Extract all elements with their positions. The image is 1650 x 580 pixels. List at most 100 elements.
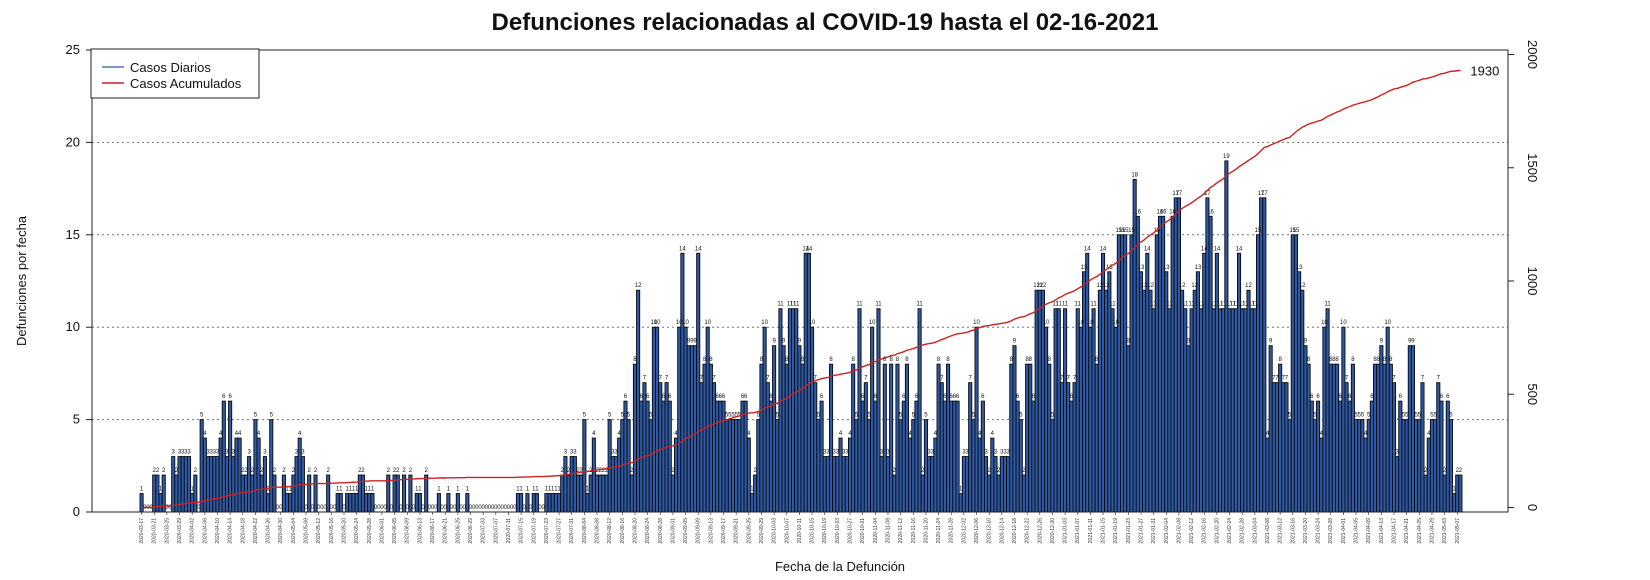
bar: [743, 400, 748, 513]
bar-label: 7: [1285, 376, 1289, 382]
bar: [1173, 197, 1178, 513]
bar-label: 5: [649, 413, 653, 419]
bar-label: 4: [203, 431, 207, 437]
x-tick-label: 2020-06-25: [455, 518, 461, 544]
bar-label: 11: [1220, 302, 1227, 308]
bar: [1110, 308, 1115, 513]
bar-label: 2: [1022, 468, 1026, 474]
bar: [784, 363, 789, 513]
bar-label: 6: [1016, 394, 1020, 400]
bar: [1372, 363, 1378, 513]
bar-label: 0: [450, 505, 454, 511]
bar-label: 0: [444, 505, 448, 511]
bar-label: 18: [1131, 172, 1138, 178]
x-tick-label: 2021-03-20: [1303, 518, 1309, 544]
bar-label: 3: [570, 450, 574, 456]
bar-label: 1: [548, 487, 552, 493]
bar-label: 9: [1304, 339, 1308, 345]
bar-label: 9: [1411, 339, 1415, 345]
bar: [1382, 363, 1387, 513]
bar-label: 2: [327, 468, 331, 474]
bar-label: 13: [1081, 265, 1088, 271]
bar-label: 8: [709, 357, 713, 363]
bar: [772, 345, 777, 513]
bar-label: 19: [1223, 154, 1230, 160]
bar-label: 11: [1188, 302, 1195, 308]
bar-label: 8: [1383, 357, 1387, 363]
bar-label: 5: [731, 413, 735, 419]
bar: [1018, 419, 1023, 513]
x-tick-label: 2021-04-13: [1379, 518, 1385, 544]
x-tick-label: 2021-02-08: [1176, 518, 1182, 544]
bar-label: 0: [475, 505, 479, 511]
y2-tick-label: 2000: [1525, 40, 1540, 69]
bar-label: 1: [456, 487, 460, 493]
bar-label: 16: [1157, 209, 1164, 215]
bar-label: 0: [469, 505, 473, 511]
bar: [1028, 363, 1033, 513]
bar-label: 1: [266, 487, 270, 493]
bar: [930, 456, 935, 513]
x-tick-label: 2021-01-27: [1138, 518, 1144, 544]
bar-label: 5: [1449, 413, 1453, 419]
bar-label: 2: [260, 468, 264, 474]
bar: [734, 419, 739, 513]
bar-label: 0: [478, 505, 482, 511]
bar-label: 4: [674, 431, 678, 437]
bar: [1297, 271, 1302, 513]
bar: [1433, 419, 1438, 513]
x-tick-label: 2021-05-07: [1455, 518, 1461, 544]
bar-label: 2: [997, 468, 1001, 474]
bar: [661, 400, 666, 513]
x-tick-label: 2020-03-29: [177, 518, 183, 544]
bar: [1066, 382, 1071, 513]
bar-label: 2: [387, 468, 391, 474]
bar: [1123, 234, 1128, 513]
bar: [1420, 382, 1425, 513]
bar-label: 2: [753, 468, 757, 474]
bar: [1107, 271, 1112, 513]
bar-label: 3: [301, 450, 305, 456]
chart-legend: Casos Diarios Casos Acumulados: [90, 48, 260, 99]
bar: [797, 345, 802, 513]
x-tick-label: 2020-09-21: [734, 518, 740, 544]
bar-label: 3: [247, 450, 251, 456]
bar-label: 0: [333, 505, 337, 511]
bar: [1227, 308, 1232, 513]
bar-label: 1: [557, 487, 561, 493]
bar: [250, 474, 255, 513]
y-axis-label: Defunciones por fecha: [14, 215, 29, 346]
bar-label: 7: [864, 376, 868, 382]
bar-label: 2: [308, 468, 312, 474]
bar: [1094, 363, 1099, 513]
bar-label: 5: [972, 413, 976, 419]
bar: [269, 419, 274, 513]
bar-label: 4: [1320, 431, 1324, 437]
bar-label: 1: [345, 487, 349, 493]
bar-label: 14: [679, 246, 686, 252]
bar: [569, 456, 574, 513]
x-tick-label: 2020-07-07: [493, 518, 499, 544]
x-tick-label: 2020-07-11: [506, 518, 512, 543]
bar: [209, 456, 214, 513]
bar: [1221, 308, 1226, 513]
bar-label: 11: [1249, 302, 1256, 308]
bar-label: 5: [1019, 413, 1023, 419]
bar: [550, 493, 555, 513]
bar-label: 3: [187, 450, 191, 456]
bar-label: 15: [1122, 228, 1129, 234]
bar-label: 13: [1296, 265, 1303, 271]
x-tick-label: 2021-01-11: [1088, 518, 1094, 543]
bar: [1335, 363, 1340, 513]
bar: [904, 363, 909, 513]
bar: [617, 437, 622, 513]
bar: [414, 493, 419, 513]
bar-label: 11: [1090, 302, 1097, 308]
bar: [946, 363, 951, 513]
bar-label: 0: [149, 505, 153, 511]
bar-label: 5: [1288, 413, 1292, 419]
bar-label: 7: [700, 376, 704, 382]
bar-label: 7: [659, 376, 663, 382]
bar: [1388, 363, 1393, 513]
x-tick-label: 2020-05-28: [367, 518, 373, 544]
